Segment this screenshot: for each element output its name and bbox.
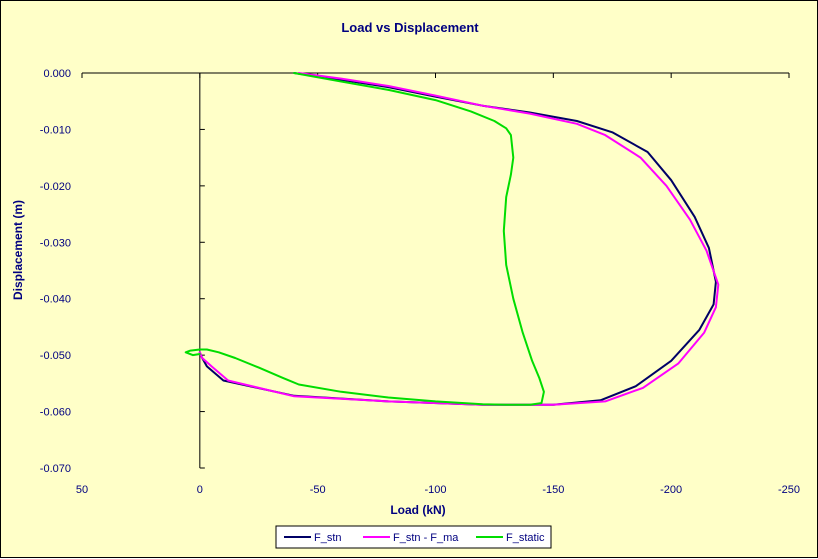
y-tick-label: -0.020 bbox=[40, 181, 71, 193]
x-tick-label: -200 bbox=[660, 484, 682, 496]
series-line-3 bbox=[184, 72, 545, 406]
legend: F_stn F_stn - F_ma F_static bbox=[275, 525, 552, 549]
x-tick-label: -50 bbox=[310, 484, 326, 496]
axes: 50 0 -50 -100 -150 -200 -250 0.000 -0.010 -0.020 -… bbox=[40, 68, 800, 496]
y-tick-label: -0.060 bbox=[40, 407, 71, 419]
y-tick-label: -0.070 bbox=[40, 463, 71, 475]
series-lines bbox=[184, 72, 720, 406]
legend-label: F_static bbox=[506, 532, 545, 544]
legend-label: F_stn - F_ma bbox=[393, 532, 459, 544]
x-tick-label: 50 bbox=[76, 484, 88, 496]
x-tick-label: 0 bbox=[197, 484, 203, 496]
x-tick-label: -100 bbox=[424, 484, 446, 496]
y-tick-label: 0.000 bbox=[43, 68, 71, 80]
x-tick-label: -250 bbox=[778, 484, 800, 496]
y-tick-label: -0.040 bbox=[40, 294, 71, 306]
y-tick-label: -0.030 bbox=[40, 237, 71, 249]
series-line-1 bbox=[198, 72, 717, 406]
x-tick-label: -150 bbox=[542, 484, 564, 496]
chart-title: Load vs Displacement bbox=[341, 20, 479, 35]
series-line-2 bbox=[198, 72, 720, 406]
y-tick-label: -0.010 bbox=[40, 124, 71, 136]
x-axis-title: Load (kN) bbox=[390, 503, 445, 517]
y-axis-title: Displacement (m) bbox=[11, 200, 25, 300]
y-tick-label: -0.050 bbox=[40, 350, 71, 362]
legend-box bbox=[275, 525, 552, 549]
legend-label: F_stn bbox=[314, 532, 342, 544]
